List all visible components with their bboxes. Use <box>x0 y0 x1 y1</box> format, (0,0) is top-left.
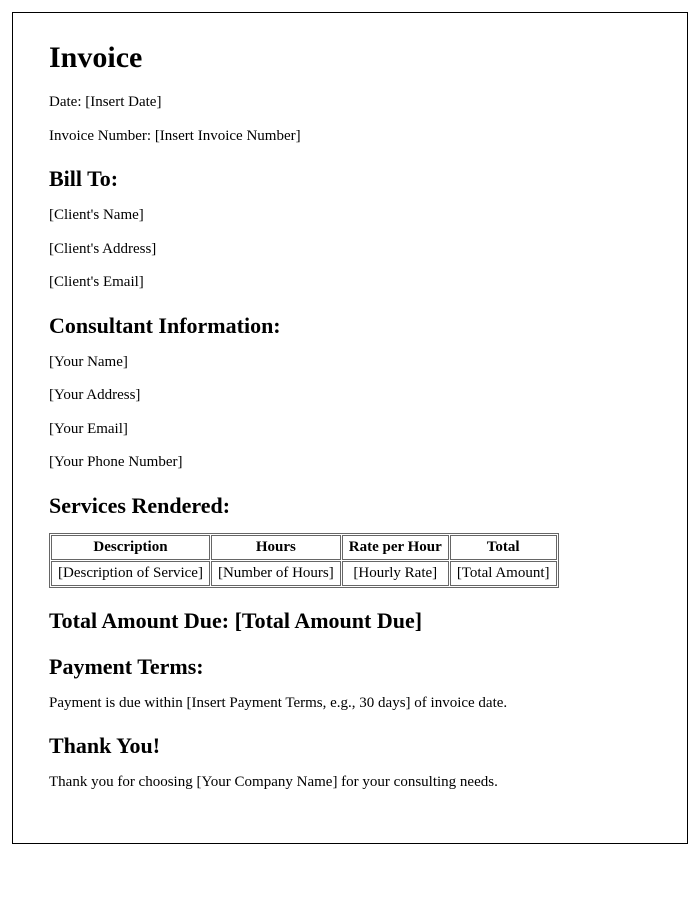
invoice-number-value: [Insert Invoice Number] <box>155 128 301 144</box>
thank-you-heading: Thank You! <box>49 733 651 759</box>
client-address: [Client's Address] <box>49 240 651 260</box>
consultant-name: [Your Name] <box>49 353 651 373</box>
date-label: Date: <box>49 94 85 110</box>
cell-hours: [Number of Hours] <box>211 561 341 586</box>
col-hours: Hours <box>211 535 341 560</box>
table-row: [Description of Service] [Number of Hour… <box>51 561 557 586</box>
payment-terms-heading: Payment Terms: <box>49 654 651 680</box>
client-email: [Client's Email] <box>49 273 651 293</box>
bill-to-heading: Bill To: <box>49 166 651 192</box>
payment-terms-text: Payment is due within [Insert Payment Te… <box>49 694 651 714</box>
invoice-number-label: Invoice Number: <box>49 128 155 144</box>
client-name: [Client's Name] <box>49 206 651 226</box>
col-total: Total <box>450 535 557 560</box>
consultant-heading: Consultant Information: <box>49 313 651 339</box>
consultant-email: [Your Email] <box>49 420 651 440</box>
invoice-number-line: Invoice Number: [Insert Invoice Number] <box>49 127 651 147</box>
date-value: [Insert Date] <box>85 94 161 110</box>
cell-total: [Total Amount] <box>450 561 557 586</box>
services-table: Description Hours Rate per Hour Total [D… <box>49 533 559 588</box>
total-due-label: Total Amount Due: <box>49 608 235 633</box>
table-header-row: Description Hours Rate per Hour Total <box>51 535 557 560</box>
invoice-document: Invoice Date: [Insert Date] Invoice Numb… <box>12 12 688 844</box>
total-due-heading: Total Amount Due: [Total Amount Due] <box>49 608 651 634</box>
col-rate: Rate per Hour <box>342 535 449 560</box>
cell-description: [Description of Service] <box>51 561 210 586</box>
col-description: Description <box>51 535 210 560</box>
date-line: Date: [Insert Date] <box>49 93 651 113</box>
services-heading: Services Rendered: <box>49 493 651 519</box>
consultant-address: [Your Address] <box>49 386 651 406</box>
total-due-value: [Total Amount Due] <box>235 608 422 633</box>
thank-you-text: Thank you for choosing [Your Company Nam… <box>49 773 651 793</box>
cell-rate: [Hourly Rate] <box>342 561 449 586</box>
invoice-title: Invoice <box>49 41 651 75</box>
consultant-phone: [Your Phone Number] <box>49 453 651 473</box>
